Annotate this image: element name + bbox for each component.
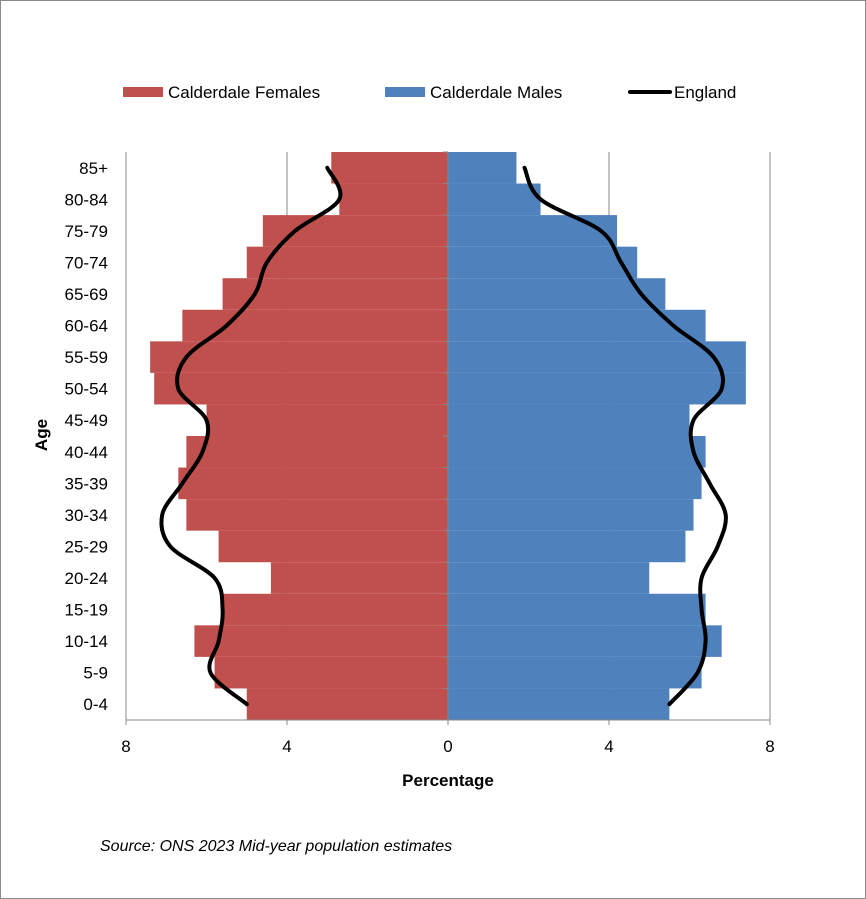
y-tick-label: 75-79 (65, 222, 108, 241)
male-bars (448, 152, 746, 720)
england-line-male (522, 165, 728, 707)
female-bar (178, 467, 448, 500)
x-axis-title: Percentage (402, 771, 494, 790)
y-tick-label: 25-29 (65, 537, 108, 556)
y-tick-label: 5-9 (83, 664, 108, 683)
male-bar (448, 530, 686, 563)
male-bar (448, 593, 706, 626)
male-bar (448, 625, 722, 657)
y-tick-label: 50-54 (65, 380, 108, 399)
female-bar (186, 499, 448, 531)
male-bar (448, 215, 618, 247)
y-tick-label: 0-4 (83, 695, 108, 714)
y-tick-label: 20-24 (65, 569, 108, 588)
y-tick-label: 60-64 (65, 317, 108, 336)
male-bar (448, 152, 517, 184)
england-lines (159, 165, 728, 707)
male-bar (448, 246, 638, 279)
y-tick-label: 80-84 (65, 190, 108, 209)
x-tick-label: 4 (282, 737, 291, 756)
male-bar (448, 467, 702, 500)
female-bar (186, 436, 448, 468)
y-axis-title: Age (32, 419, 51, 451)
female-bar (339, 183, 448, 216)
male-bar (448, 656, 702, 689)
female-bar (154, 372, 449, 405)
y-tick-label: 70-74 (65, 253, 108, 272)
x-tick-label: 4 (604, 737, 613, 756)
female-bar (222, 593, 448, 626)
y-tick-label: 40-44 (65, 443, 108, 462)
female-bar (331, 152, 448, 184)
legend-swatch-females (123, 87, 163, 97)
england-line-female (159, 165, 343, 707)
male-bar (448, 183, 541, 216)
y-tick-label: 65-69 (65, 285, 108, 304)
female-bar (214, 656, 448, 689)
y-tick-label: 55-59 (65, 348, 108, 367)
female-bar (150, 341, 448, 373)
axes (125, 151, 771, 725)
y-tick-label: 85+ (79, 159, 108, 178)
y-tick-label: 30-34 (65, 506, 108, 525)
male-bar (448, 372, 746, 405)
male-bar (448, 436, 706, 468)
male-bar (448, 404, 690, 436)
legend-label-females: Calderdale Females (168, 83, 320, 102)
x-tick-labels: 8 4 0 4 8 (121, 737, 774, 756)
y-tick-labels: 0-4 5-9 10-14 15-19 20-24 25-29 30-34 35-39 40-4… (65, 159, 109, 714)
female-bar (246, 688, 448, 720)
x-tick-label: 8 (121, 737, 130, 756)
female-bar (218, 530, 448, 563)
legend-label-males: Calderdale Males (430, 83, 562, 102)
female-bar (262, 215, 448, 247)
x-tick-label: 8 (765, 737, 774, 756)
female-bar (270, 562, 448, 594)
male-bar (448, 688, 670, 720)
y-tick-label: 15-19 (65, 601, 108, 620)
legend-swatch-males (385, 87, 425, 97)
male-bar (448, 562, 650, 594)
x-tick-label: 0 (443, 737, 452, 756)
female-bar (206, 404, 448, 436)
male-bar (448, 278, 666, 310)
male-bar (448, 499, 694, 531)
y-tick-label: 45-49 (65, 411, 108, 430)
male-bar (448, 309, 706, 342)
female-bar (246, 246, 448, 279)
y-tick-label: 10-14 (65, 632, 108, 651)
male-bar (448, 341, 746, 373)
female-bar (182, 309, 448, 342)
female-bar (194, 625, 448, 657)
female-bars (150, 152, 449, 720)
source-note: Source: ONS 2023 Mid-year population est… (100, 838, 453, 855)
legend: Calderdale Females Calderdale Males Englan… (123, 83, 736, 102)
y-tick-label: 35-39 (65, 474, 108, 493)
legend-label-england: England (674, 83, 736, 102)
